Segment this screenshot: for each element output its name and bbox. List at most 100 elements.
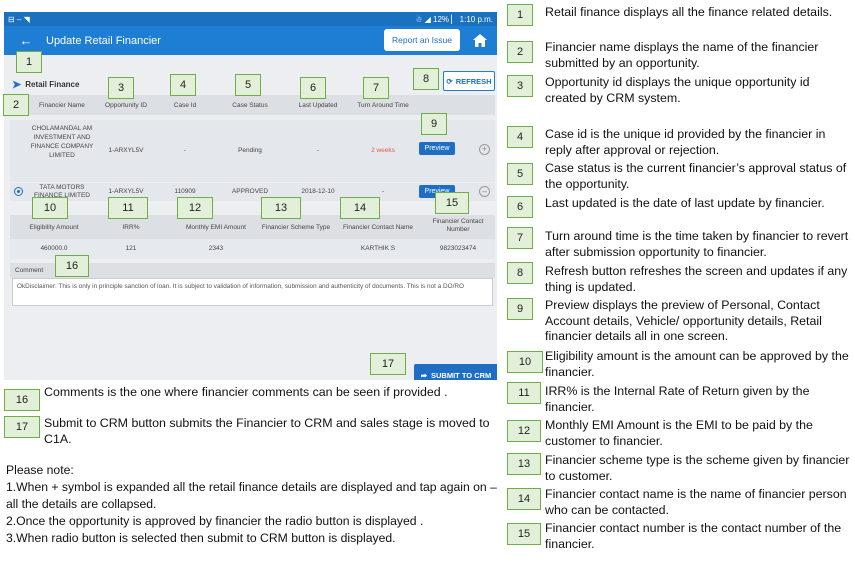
footnote-2: 2.Once the opportunity is approved by fi… [6, 514, 424, 528]
col-turn-around-time: Turn Around Time [357, 102, 409, 109]
section-title-label: Retail Finance [25, 80, 80, 89]
footnote-heading: Please note: [6, 463, 74, 477]
legend-badge-17: 17 [4, 416, 40, 438]
badge-4: 4 [170, 74, 196, 96]
badge-13: 13 [261, 197, 301, 219]
legend-badge-10: 10 [507, 351, 543, 373]
badge-11: 11 [108, 197, 148, 219]
note-13: Financier scheme type is the scheme give… [545, 453, 850, 483]
col-contact-number: Financier Contact Number [432, 218, 484, 233]
contact-name: KARTHIK S [360, 245, 396, 252]
status-bar: ⊟ – ◥ ☃ ◢ 12% ▏ 1:10 p.m. [4, 12, 497, 26]
last-updated: 2018-12-10 [301, 188, 335, 195]
section-arrow-icon: ➤ [12, 79, 22, 91]
footnote-3: 3.When radio button is selected then sub… [6, 531, 396, 545]
table-header: Financier Name Opportunity ID Case Id Ca… [10, 95, 495, 115]
col-irr: IRR% [122, 224, 140, 231]
collapse-minus-icon[interactable]: – [479, 186, 490, 197]
legend-badge-6: 6 [507, 196, 533, 218]
select-radio-button[interactable] [14, 187, 23, 196]
share-arrow-icon: ➦ [420, 370, 427, 380]
status-icons-right: ☃ ◢ 12% ▏ 1:10 p.m. [415, 14, 493, 24]
note-15: Financier contact number is the contact … [545, 521, 842, 551]
expand-plus-icon[interactable]: + [479, 144, 490, 155]
case-status: APPROVED [231, 188, 269, 195]
preview-button[interactable]: Preview [419, 142, 455, 155]
badge-3: 3 [108, 77, 134, 99]
case-id: - [183, 147, 187, 154]
legend-badge-9: 9 [507, 298, 533, 320]
submit-to-crm-button[interactable]: ➦ SUBMIT TO CRM [414, 364, 497, 380]
note-14: Financier contact name is the name of fi… [545, 487, 847, 517]
note-7: Turn around time is the time taken by fi… [545, 229, 849, 259]
col-case-id: Case Id [173, 102, 197, 109]
col-case-status: Case Status [232, 102, 268, 109]
irr-value: 121 [125, 245, 137, 252]
legend-badge-14: 14 [507, 488, 541, 510]
legend-badge-11: 11 [507, 382, 541, 404]
note-10: Eligibility amount is the amount can be … [545, 349, 849, 379]
table-row[interactable]: TATA MOTORS FINANCE LIMITED 1-ARXYL5V 11… [10, 183, 495, 201]
last-updated: - [316, 147, 320, 154]
detail-header: Eligibility Amount IRR% Monthly EMI Amou… [10, 215, 495, 239]
legend-badge-5: 5 [507, 163, 533, 185]
badge-1: 1 [16, 51, 42, 73]
case-id: 110909 [174, 188, 196, 195]
opportunity-id: 1-ARXYL5V [108, 147, 144, 154]
legend-badge-1: 1 [507, 4, 533, 26]
turn-around-time: 2 weeks [371, 147, 395, 154]
status-icons-left: ⊟ – ◥ [8, 14, 30, 24]
table-row[interactable]: CHOLAMANDAL AM INVESTMENT AND FINANCE CO… [10, 120, 495, 182]
note-5: Case status is the current financier’s a… [545, 161, 847, 191]
badge-10: 10 [32, 197, 68, 219]
legend-badge-15: 15 [507, 523, 541, 545]
note-3: Opportunity id displays the unique oppor… [545, 75, 810, 105]
refresh-icon: ⟳ [446, 76, 453, 86]
col-scheme-type: Financier Scheme Type [261, 224, 331, 231]
badge-12: 12 [177, 197, 213, 219]
legend-badge-8: 8 [507, 262, 533, 284]
badge-16: 16 [55, 255, 89, 277]
report-issue-button[interactable]: Report an Issue [384, 29, 460, 51]
badge-7: 7 [363, 77, 389, 99]
back-arrow-icon[interactable]: ← [19, 32, 33, 48]
turn-around-time: - [381, 188, 385, 195]
note-12: Monthly EMI Amount is the EMI to be paid… [545, 418, 813, 448]
legend-badge-3: 3 [507, 75, 533, 97]
col-contact-name: Financier Contact Name [342, 224, 414, 231]
legend-badge-7: 7 [507, 227, 533, 249]
legend-badge-4: 4 [507, 126, 533, 148]
note-4: Case id is the unique id provided by the… [545, 127, 826, 157]
financier-name: CHOLAMANDAL AM INVESTMENT AND FINANCE CO… [30, 125, 94, 159]
note-2: Financier name displays the name of the … [545, 40, 819, 70]
badge-2: 2 [3, 94, 29, 116]
eligibility-amount: 460000.0 [40, 245, 68, 252]
page-title: Update Retail Financier [46, 34, 161, 47]
detail-row: 460000.0 121 2343 KARTHIK S 9823023474 [10, 239, 495, 259]
note-16: Comments is the one where financier comm… [44, 385, 448, 399]
note-8: Refresh button refreshes the screen and … [545, 264, 848, 294]
opportunity-id: 1-ARXYL5V [108, 188, 144, 195]
badge-14: 14 [340, 197, 380, 219]
badge-9: 9 [421, 113, 447, 135]
col-financier-name: Financier Name [39, 102, 85, 109]
note-17: Submit to CRM button submits the Financi… [44, 416, 490, 446]
footnote-1: 1.When + symbol is expanded all the reta… [6, 480, 497, 511]
financier-name: TATA MOTORS FINANCE LIMITED [34, 184, 90, 199]
case-status: Pending [238, 147, 262, 154]
comment-box: OkDisclaimer: This is only in principle … [12, 278, 493, 306]
note-9: Preview displays the preview of Personal… [545, 298, 822, 343]
legend-badge-12: 12 [507, 420, 541, 442]
retail-finance-title: ➤ Retail Finance [12, 78, 79, 91]
badge-17: 17 [370, 353, 406, 375]
note-6: Last updated is the date of last update … [545, 196, 825, 210]
legend-badge-2: 2 [507, 41, 533, 63]
refresh-button[interactable]: ⟳ REFRESH [443, 71, 495, 91]
col-last-updated: Last Updated [298, 102, 338, 109]
refresh-label: REFRESH [455, 76, 492, 86]
comment-label-bar: Comment [10, 263, 495, 278]
col-monthly-emi: Monthly EMI Amount [186, 224, 246, 231]
badge-8: 8 [413, 68, 439, 90]
home-icon[interactable] [470, 31, 490, 49]
contact-number: 9823023474 [439, 245, 477, 252]
